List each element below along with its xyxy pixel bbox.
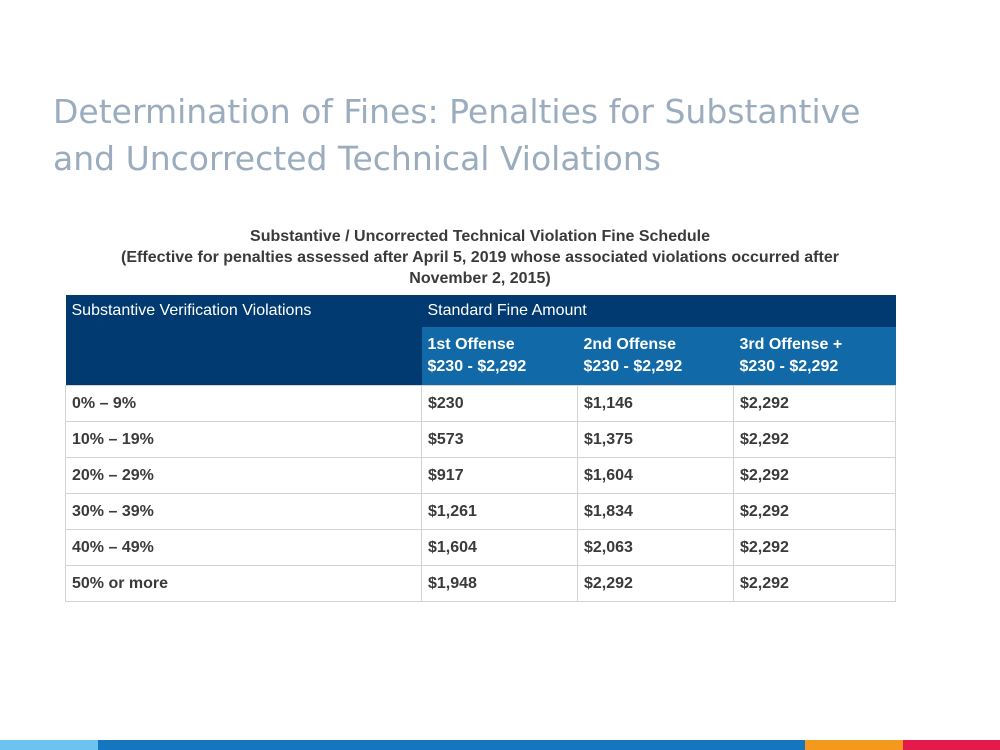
offense-label: 2nd Offense: [583, 336, 676, 353]
violation-range: 0% – 9%: [65, 385, 422, 422]
fine-1st: $1,948: [421, 565, 578, 602]
table-caption: Substantive / Uncorrected Technical Viol…: [60, 226, 900, 289]
offense-label: 3rd Offense +: [739, 336, 843, 353]
fine-2nd: $1,146: [577, 385, 734, 422]
fine-3rd: $2,292: [732, 421, 897, 458]
offense-2-header: 2nd Offense $230 - $2,292: [577, 327, 734, 386]
footer-bar-light-blue: [0, 740, 98, 750]
fine-1st: $1,604: [421, 529, 578, 566]
fine-schedule-table: Substantive Verification Violations Stan…: [65, 295, 897, 602]
table-header-row: Substantive Verification Violations Stan…: [65, 295, 896, 327]
fine-2nd: $2,292: [577, 565, 734, 602]
violation-range: 20% – 29%: [65, 457, 422, 494]
offense-1-header: 1st Offense $230 - $2,292: [421, 327, 578, 386]
fine-1st: $917: [421, 457, 578, 494]
offense-range: $230 - $2,292: [739, 358, 839, 375]
fine-2nd: $1,375: [577, 421, 734, 458]
fine-3rd: $2,292: [732, 493, 897, 530]
violation-range: 50% or more: [65, 565, 422, 602]
violation-range: 30% – 39%: [65, 493, 422, 530]
offense-3-header: 3rd Offense + $230 - $2,292: [733, 327, 896, 386]
fine-3rd: $2,292: [732, 565, 897, 602]
table-row: 10% – 19% $573 $1,375 $2,292: [65, 421, 897, 458]
table-subheader-row: 1st Offense $230 - $2,292 2nd Offense $2…: [65, 327, 896, 386]
offense-range: $230 - $2,292: [583, 358, 683, 375]
table-row: 30% – 39% $1,261 $1,834 $2,292: [65, 493, 897, 530]
offense-range: $230 - $2,292: [427, 358, 527, 375]
caption-line-2: (Effective for penalties assessed after …: [121, 249, 839, 266]
table-row: 0% – 9% $230 $1,146 $2,292: [65, 385, 897, 422]
violation-range: 40% – 49%: [65, 529, 422, 566]
caption-line-1: Substantive / Uncorrected Technical Viol…: [250, 228, 710, 245]
subheader-blank: [65, 327, 422, 386]
footer-bar-blue: [98, 740, 805, 750]
footer-bar-red: [903, 740, 1000, 750]
fine-2nd: $1,834: [577, 493, 734, 530]
header-category: Substantive Verification Violations: [65, 295, 422, 327]
fine-3rd: $2,292: [732, 529, 897, 566]
slide-title-line-1: Determination of Fines: Penalties for Su…: [53, 92, 861, 131]
fine-3rd: $2,292: [732, 457, 897, 494]
header-standard-fine: Standard Fine Amount: [421, 295, 896, 327]
fine-2nd: $2,063: [577, 529, 734, 566]
fine-3rd: $2,292: [732, 385, 897, 422]
slide-title: Determination of Fines: Penalties for Su…: [53, 88, 953, 182]
caption-line-3: November 2, 2015): [409, 270, 551, 287]
fine-1st: $573: [421, 421, 578, 458]
fine-1st: $230: [421, 385, 578, 422]
fine-2nd: $1,604: [577, 457, 734, 494]
table-row: 50% or more $1,948 $2,292 $2,292: [65, 565, 897, 602]
footer-bar-orange: [805, 740, 903, 750]
fine-1st: $1,261: [421, 493, 578, 530]
violation-range: 10% – 19%: [65, 421, 422, 458]
offense-label: 1st Offense: [427, 336, 515, 353]
table-row: 20% – 29% $917 $1,604 $2,292: [65, 457, 897, 494]
table-row: 40% – 49% $1,604 $2,063 $2,292: [65, 529, 897, 566]
slide-title-line-2: and Uncorrected Technical Violations: [53, 139, 661, 178]
